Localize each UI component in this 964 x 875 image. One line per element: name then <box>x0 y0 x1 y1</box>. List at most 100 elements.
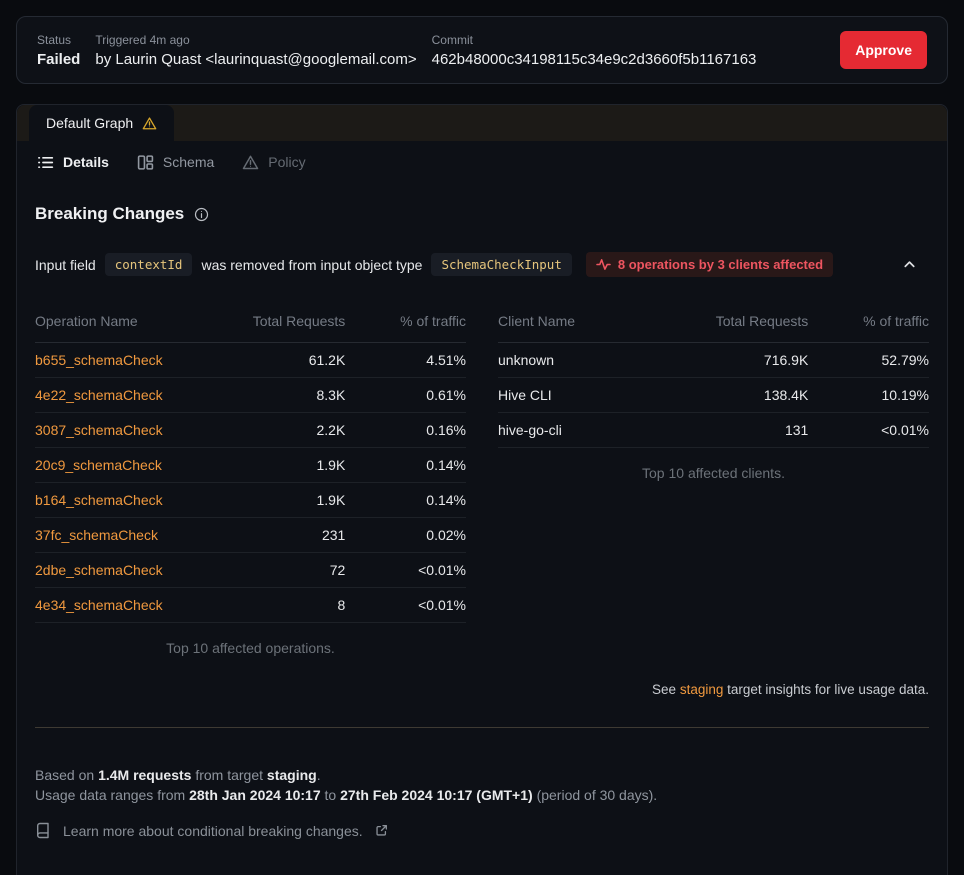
operation-link[interactable]: 3087_schemaCheck <box>35 422 163 438</box>
operations-table: Operation Name Total Requests % of traff… <box>35 303 466 623</box>
affected-operations-badge: 8 operations by 3 clients affected <box>585 252 834 277</box>
tab-details[interactable]: Details <box>37 154 109 171</box>
based-on-line: Based on 1.4M requests from target stagi… <box>35 765 929 785</box>
operation-traffic: <0.01% <box>345 587 466 623</box>
operation-requests: 72 <box>224 552 346 588</box>
operation-link[interactable]: 4e34_schemaCheck <box>35 597 163 613</box>
tab-schema[interactable]: Schema <box>137 154 214 171</box>
operation-traffic: 0.14% <box>345 482 466 518</box>
client-name: hive-go-cli <box>498 412 688 448</box>
insights-note-prefix: See <box>652 682 677 697</box>
triggered-block: Triggered 4m ago by Laurin Quast <laurin… <box>95 33 416 68</box>
staging-target-link[interactable]: staging <box>679 682 724 697</box>
operations-caption: Top 10 affected operations. <box>166 640 335 656</box>
learn-more-link[interactable]: Learn more about conditional breaking ch… <box>35 822 929 839</box>
based-prefix: Based on <box>35 767 95 783</box>
operation-requests: 8.3K <box>224 377 346 413</box>
field-code-chip: contextId <box>104 253 193 276</box>
operation-link[interactable]: 20c9_schemaCheck <box>35 457 162 473</box>
operation-requests: 1.9K <box>224 482 346 518</box>
collapse-chevron-icon[interactable] <box>902 257 917 272</box>
affected-badge-label: 8 operations by 3 clients affected <box>617 257 824 272</box>
col-total-requests: Total Requests <box>224 303 346 343</box>
tab-details-label: Details <box>63 154 109 170</box>
operation-requests: 61.2K <box>224 342 346 378</box>
approve-button[interactable]: Approve <box>840 31 927 69</box>
table-row: b655_schemaCheck 61.2K 4.51% <box>35 342 466 378</box>
client-requests: 138.4K <box>687 377 809 413</box>
pulse-icon <box>596 258 611 271</box>
operation-link[interactable]: 37fc_schemaCheck <box>35 527 158 543</box>
client-requests: 131 <box>687 412 809 448</box>
client-traffic: <0.01% <box>808 412 929 448</box>
commit-label: Commit <box>431 32 473 47</box>
main-panel: Default Graph Details <box>16 104 948 875</box>
operation-traffic: 0.02% <box>345 517 466 553</box>
tab-policy[interactable]: Policy <box>242 154 306 171</box>
operation-requests: 1.9K <box>224 447 346 483</box>
operation-traffic: 4.51% <box>345 342 466 378</box>
graph-tab-label: Default Graph <box>46 115 134 131</box>
graph-tab-strip: Default Graph <box>17 105 947 141</box>
client-name: unknown <box>498 342 688 378</box>
clients-caption: Top 10 affected clients. <box>642 465 785 481</box>
status-block: Status Failed <box>37 33 80 68</box>
type-code-chip: SchemaCheckInput <box>431 253 572 276</box>
table-row: 3087_schemaCheck 2.2K 0.16% <box>35 412 466 448</box>
insights-note: See staging target insights for live usa… <box>35 682 929 697</box>
operation-requests: 231 <box>224 517 346 553</box>
clients-header-row: Client Name Total Requests % of traffic <box>498 303 929 343</box>
period-char: . <box>316 767 321 783</box>
operation-traffic: <0.01% <box>345 552 466 588</box>
table-row: 37fc_schemaCheck 231 0.02% <box>35 517 466 553</box>
table-row: 4e22_schemaCheck 8.3K 0.61% <box>35 377 466 413</box>
range-to-word: to <box>324 787 337 803</box>
external-link-icon <box>375 824 388 837</box>
table-row: 4e34_schemaCheck 8 <0.01% <box>35 587 466 623</box>
breaking-changes-heading: Breaking Changes <box>35 204 929 224</box>
triggered-label: Triggered 4m ago <box>95 32 190 47</box>
operation-traffic: 0.16% <box>345 412 466 448</box>
usage-tables: Operation Name Total Requests % of traff… <box>35 303 929 670</box>
learn-more-label: Learn more about conditional breaking ch… <box>63 822 363 839</box>
range-to-date: 27th Feb 2024 10:17 (GMT+1) <box>340 787 533 803</box>
section-divider <box>35 727 929 728</box>
col-total-requests: Total Requests <box>687 303 809 343</box>
change-text-middle: was removed from input object type <box>201 256 423 273</box>
operation-link[interactable]: b655_schemaCheck <box>35 352 163 368</box>
info-icon[interactable] <box>194 207 209 222</box>
operation-traffic: 0.14% <box>345 447 466 483</box>
triggered-author: by Laurin Quast <laurinquast@googlemail.… <box>95 50 417 68</box>
clients-table-wrap: Client Name Total Requests % of traffic … <box>498 303 929 495</box>
operation-link[interactable]: 2dbe_schemaCheck <box>35 562 163 578</box>
status-value: Failed <box>37 50 81 68</box>
col-operation-name: Operation Name <box>35 303 225 343</box>
policy-warning-icon <box>242 154 259 171</box>
change-text-prefix: Input field <box>35 256 96 273</box>
status-label: Status <box>37 32 72 47</box>
range-prefix: Usage data ranges from <box>35 787 186 803</box>
table-row: 2dbe_schemaCheck 72 <0.01% <box>35 552 466 588</box>
table-row: Hive CLI 138.4K 10.19% <box>498 377 929 413</box>
operations-table-wrap: Operation Name Total Requests % of traff… <box>35 303 466 670</box>
from-target-text: from target <box>195 767 264 783</box>
table-row: 20c9_schemaCheck 1.9K 0.14% <box>35 447 466 483</box>
operation-link[interactable]: 4e22_schemaCheck <box>35 387 163 403</box>
table-row: hive-go-cli 131 <0.01% <box>498 412 929 448</box>
col-client-name: Client Name <box>498 303 688 343</box>
operation-requests: 2.2K <box>224 412 346 448</box>
tab-default-graph[interactable]: Default Graph <box>29 105 175 141</box>
target-name: staging <box>266 767 317 783</box>
schema-icon <box>137 154 154 171</box>
client-traffic: 52.79% <box>808 342 929 378</box>
warning-icon <box>142 116 157 131</box>
tab-policy-label: Policy <box>268 154 306 170</box>
operations-header-row: Operation Name Total Requests % of traff… <box>35 303 466 343</box>
clients-table: Client Name Total Requests % of traffic … <box>498 303 929 448</box>
operation-link[interactable]: b164_schemaCheck <box>35 492 163 508</box>
col-pct-traffic: % of traffic <box>808 303 929 343</box>
operation-requests: 8 <box>224 587 346 623</box>
sub-tab-bar: Details Schema Policy <box>17 141 947 183</box>
table-row: unknown 716.9K 52.79% <box>498 342 929 378</box>
col-pct-traffic: % of traffic <box>345 303 466 343</box>
